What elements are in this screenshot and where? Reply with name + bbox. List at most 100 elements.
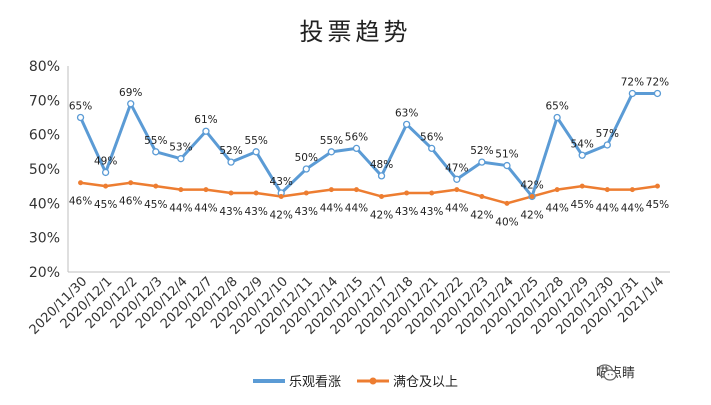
data-point bbox=[629, 187, 635, 193]
data-label: 46% bbox=[119, 196, 142, 208]
data-label: 63% bbox=[395, 107, 418, 119]
data-point bbox=[228, 190, 234, 196]
data-point bbox=[628, 89, 637, 98]
data-label: 42% bbox=[470, 209, 493, 221]
series-line-1 bbox=[79, 91, 658, 198]
data-label: 42% bbox=[520, 209, 543, 221]
data-point bbox=[603, 141, 611, 149]
data-label: 65% bbox=[545, 101, 568, 113]
series-line-2 bbox=[80, 181, 658, 205]
data-point bbox=[604, 187, 610, 193]
data-label: 52% bbox=[219, 145, 242, 157]
data-point bbox=[429, 190, 435, 196]
data-label: 42% bbox=[270, 209, 293, 221]
data-point bbox=[152, 148, 160, 156]
data-point bbox=[454, 187, 460, 193]
data-label: 52% bbox=[470, 145, 493, 157]
data-point bbox=[101, 168, 110, 177]
chart-title: 投票趋势 bbox=[299, 18, 412, 46]
data-label: 54% bbox=[571, 138, 594, 150]
data-label: 72% bbox=[621, 76, 644, 88]
data-point bbox=[579, 183, 585, 189]
data-label: 44% bbox=[345, 203, 368, 215]
data-label: 46% bbox=[69, 196, 92, 208]
legend-label: 满仓及以上 bbox=[393, 375, 458, 390]
data-point bbox=[328, 187, 334, 193]
data-label: 61% bbox=[194, 114, 217, 126]
data-label: 48% bbox=[370, 159, 393, 171]
data-point bbox=[453, 175, 461, 183]
legend-marker bbox=[369, 377, 377, 385]
data-point bbox=[352, 144, 361, 153]
data-point bbox=[278, 193, 284, 199]
data-point bbox=[404, 190, 410, 196]
data-label: 57% bbox=[596, 128, 619, 140]
data-label: 43% bbox=[219, 206, 242, 218]
data-point bbox=[76, 113, 85, 122]
data-label: 56% bbox=[345, 131, 368, 143]
data-label: 45% bbox=[144, 199, 167, 211]
data-label: 45% bbox=[94, 199, 117, 211]
y-tick-label: 60% bbox=[29, 128, 60, 144]
data-point bbox=[302, 165, 310, 173]
data-label: 44% bbox=[445, 203, 468, 215]
data-label: 43% bbox=[244, 206, 267, 218]
data-label: 51% bbox=[495, 149, 518, 161]
y-tick-label: 70% bbox=[29, 93, 60, 109]
y-tick-label: 50% bbox=[29, 162, 60, 178]
y-tick-label: 30% bbox=[29, 231, 60, 247]
y-tick-label: 40% bbox=[29, 196, 60, 212]
data-label: 44% bbox=[596, 203, 619, 215]
data-label: 72% bbox=[646, 76, 669, 88]
data-point bbox=[653, 89, 662, 98]
data-label: 69% bbox=[119, 87, 142, 99]
data-point bbox=[554, 187, 560, 193]
data-point bbox=[478, 158, 486, 166]
data-point bbox=[103, 183, 109, 189]
data-label: 42% bbox=[370, 209, 393, 221]
data-label: 42% bbox=[520, 179, 543, 191]
data-point bbox=[578, 151, 586, 159]
data-point bbox=[503, 161, 511, 170]
data-label: 65% bbox=[69, 101, 92, 113]
data-label: 44% bbox=[194, 203, 217, 215]
data-point bbox=[353, 187, 359, 193]
data-label: 44% bbox=[545, 203, 568, 215]
data-label: 49% bbox=[94, 155, 117, 167]
data-label: 44% bbox=[320, 203, 343, 215]
data-point bbox=[504, 200, 510, 206]
data-point bbox=[377, 172, 386, 180]
data-point bbox=[153, 183, 159, 189]
data-label: 50% bbox=[295, 152, 318, 164]
data-label: 55% bbox=[320, 135, 343, 147]
data-point bbox=[177, 155, 185, 163]
data-point bbox=[252, 148, 260, 156]
data-label: 40% bbox=[495, 216, 518, 228]
data-label: 53% bbox=[169, 142, 192, 154]
y-tick-label: 80% bbox=[29, 59, 60, 75]
data-label: 43% bbox=[395, 206, 418, 218]
data-point bbox=[327, 148, 336, 156]
data-point bbox=[654, 183, 660, 189]
data-label: 43% bbox=[295, 206, 318, 218]
data-point bbox=[303, 190, 309, 196]
data-label: 55% bbox=[144, 135, 167, 147]
data-point bbox=[127, 100, 135, 108]
data-point bbox=[202, 127, 210, 135]
data-point bbox=[203, 187, 209, 193]
data-point bbox=[78, 180, 84, 186]
data-point bbox=[227, 158, 235, 166]
y-tick-label: 20% bbox=[29, 265, 60, 281]
data-point bbox=[428, 144, 436, 153]
data-point bbox=[379, 193, 385, 199]
data-label: 43% bbox=[270, 176, 293, 188]
data-point bbox=[128, 180, 134, 186]
data-point bbox=[479, 193, 485, 199]
data-point bbox=[529, 193, 535, 199]
legend-label: 乐观看涨 bbox=[289, 374, 341, 390]
data-label: 56% bbox=[420, 131, 443, 143]
watermark: 喵点睛 bbox=[596, 362, 635, 381]
wechat-icon bbox=[596, 364, 617, 381]
